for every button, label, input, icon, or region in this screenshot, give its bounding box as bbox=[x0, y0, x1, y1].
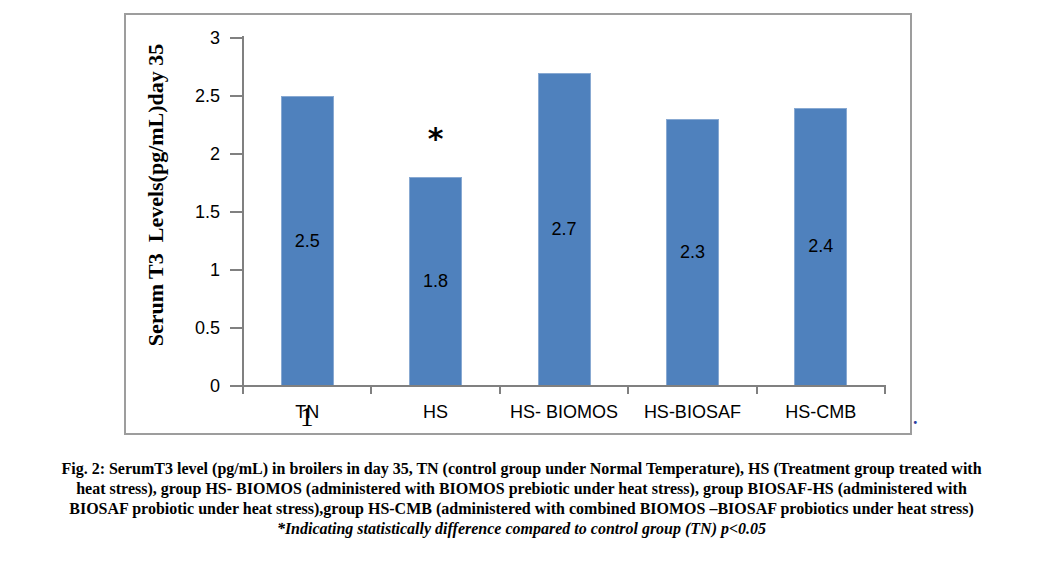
caption-line-2: heat stress), group HS- BIOMOS (administ… bbox=[0, 479, 1043, 499]
caption-line-1: Fig. 2: SerumT3 level (pg/mL) in broiler… bbox=[0, 459, 1043, 479]
y-tick-label: 2.5 bbox=[160, 86, 220, 106]
y-axis-tick bbox=[230, 37, 243, 39]
caption-line-3: BIOSAF probiotic under heat stress),grou… bbox=[0, 499, 1043, 519]
y-axis-tick bbox=[230, 211, 243, 213]
y-tick-label: 0.5 bbox=[160, 318, 220, 338]
x-axis-tick bbox=[499, 386, 501, 394]
bar-value-label: 2.4 bbox=[808, 236, 833, 257]
y-tick-label: 1 bbox=[160, 260, 220, 280]
significance-asterisk: * bbox=[428, 124, 444, 154]
bar-HS- BIOMOS: 2.7 bbox=[538, 73, 591, 386]
bar-value-label: 2.3 bbox=[680, 242, 705, 263]
x-axis-tick bbox=[756, 386, 758, 394]
y-axis-tick bbox=[230, 327, 243, 329]
y-tick-label: 3 bbox=[160, 28, 220, 48]
y-tick-label: 1.5 bbox=[160, 202, 220, 222]
bar-HS-BIOSAF: 2.3 bbox=[666, 119, 719, 386]
y-tick-label: 0 bbox=[160, 376, 220, 396]
x-axis-tick bbox=[370, 386, 372, 394]
x-axis-tick bbox=[242, 386, 244, 394]
y-axis-tick bbox=[230, 153, 243, 155]
caption-line-4: *Indicating statistically difference com… bbox=[0, 519, 1043, 539]
document-page: { "figure": { "caption_lines": [ "Fig. 2… bbox=[0, 0, 1043, 585]
bar-HS: 1.8 bbox=[409, 177, 462, 386]
figure-caption: Fig. 2: SerumT3 level (pg/mL) in broiler… bbox=[0, 459, 1043, 539]
bar-TN: 2.5 bbox=[281, 96, 334, 386]
stray-one-artifact: 1 bbox=[300, 404, 314, 431]
x-axis-line bbox=[242, 385, 886, 387]
y-tick-label: 2 bbox=[160, 144, 220, 164]
bar-value-label: 2.7 bbox=[551, 219, 576, 240]
y-axis-tick bbox=[230, 95, 243, 97]
x-category-label: HS-CMB bbox=[746, 402, 896, 422]
x-axis-tick bbox=[884, 386, 886, 394]
bar-value-label: 2.5 bbox=[295, 231, 320, 252]
trailing-period: . bbox=[913, 408, 918, 429]
y-axis-tick bbox=[230, 269, 243, 271]
x-axis-tick bbox=[627, 386, 629, 394]
bar-value-label: 1.8 bbox=[423, 271, 448, 292]
bar-HS-CMB: 2.4 bbox=[794, 108, 847, 386]
